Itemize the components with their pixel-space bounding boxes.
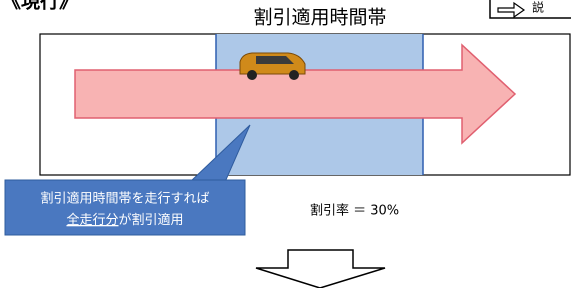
- diagram: 《現行》 説 割引適用時間帯 割引適用時間帯を走行すれば 全走行分が割引適用 割…: [0, 0, 571, 288]
- callout-emphasis: 全走行分: [66, 212, 118, 228]
- title: 割引適用時間帯: [253, 7, 386, 29]
- discount-rate: 割引率 ＝ 30%: [310, 203, 399, 219]
- callout-text-rest: が割引適用: [119, 212, 184, 228]
- down-arrow: [256, 250, 385, 288]
- callout-text: 全走行分が割引適用: [66, 212, 183, 228]
- legend-text: 説: [532, 0, 544, 15]
- callout-text: 割引適用時間帯を走行すれば: [40, 191, 209, 207]
- legend: 説: [490, 0, 571, 18]
- section-label: 《現行》: [2, 0, 78, 13]
